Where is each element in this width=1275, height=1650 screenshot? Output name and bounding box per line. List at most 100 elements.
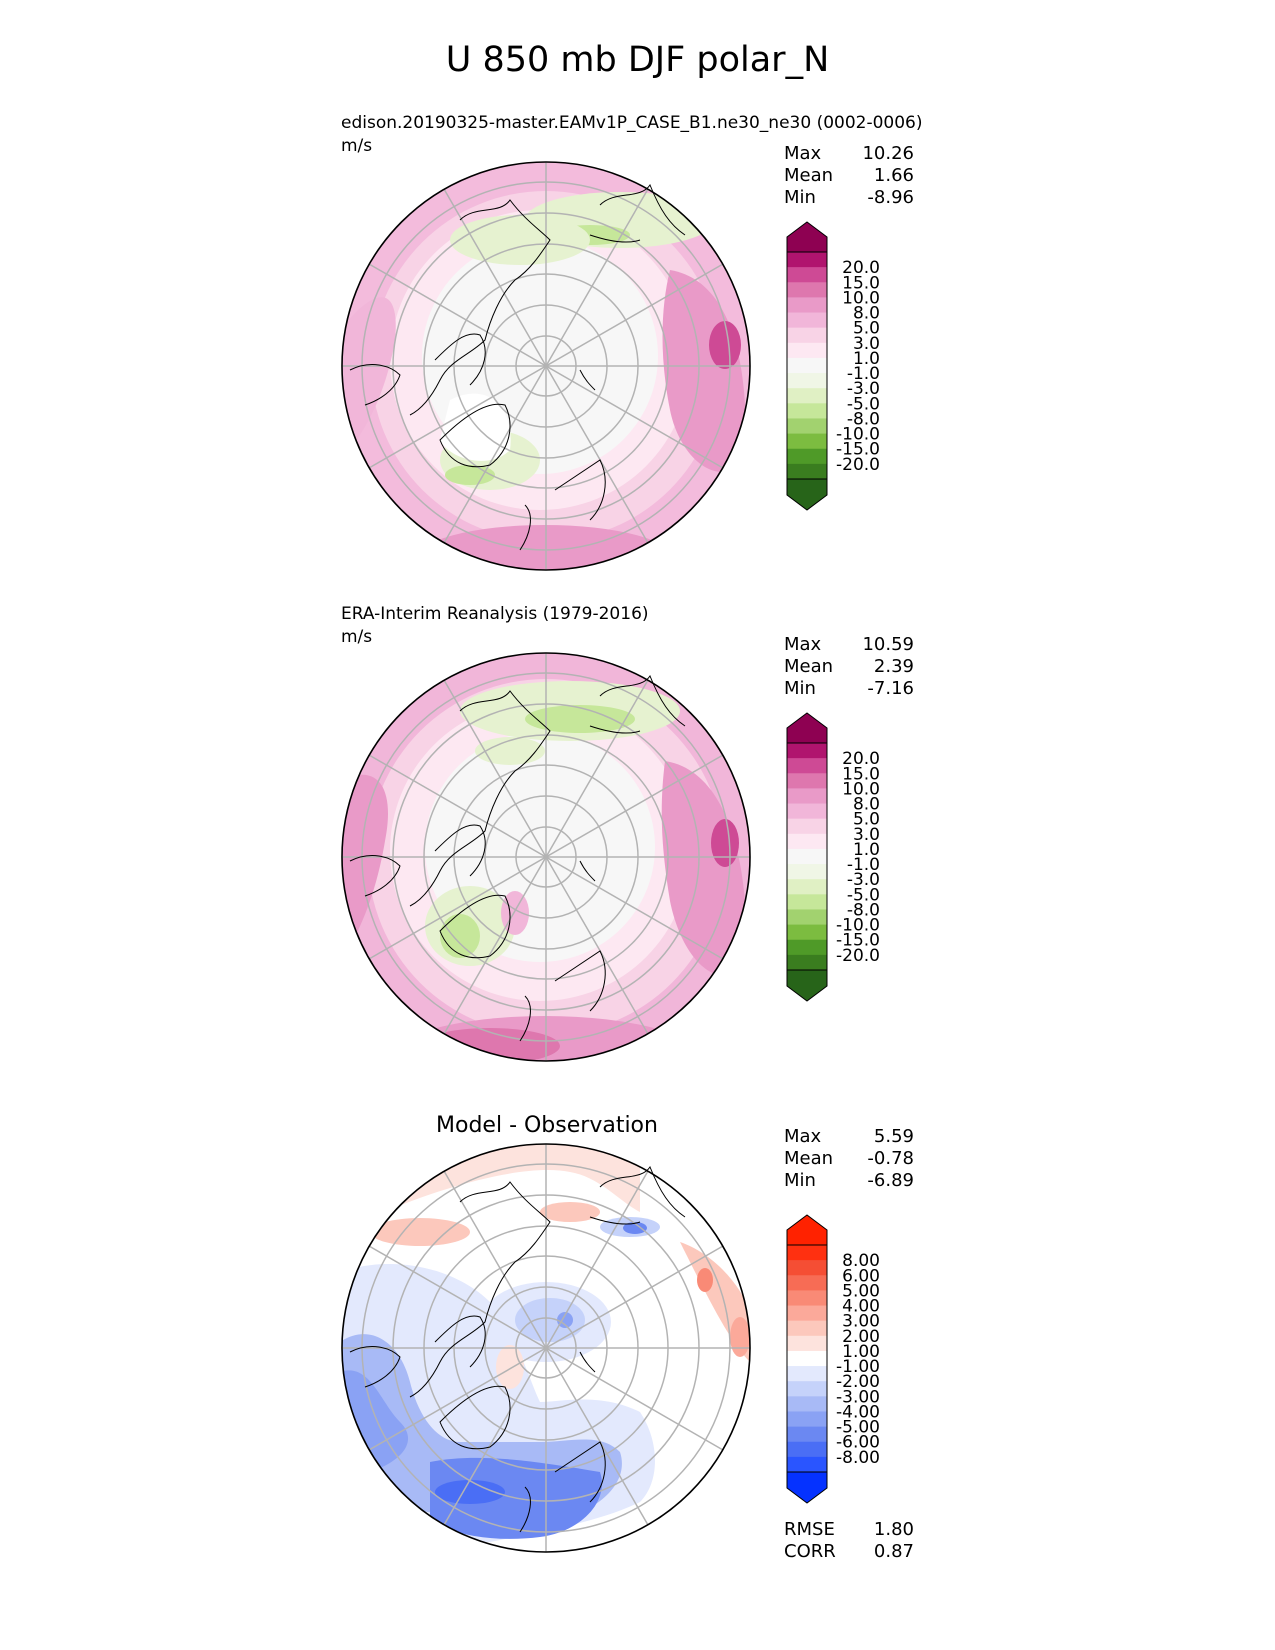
- stat-label: Max: [784, 1126, 822, 1147]
- colorbar-block: [787, 1260, 827, 1276]
- colorbar-tick-label: -3.00: [836, 1387, 880, 1407]
- colorbar-block: [787, 403, 827, 419]
- panel1-stats: Max 10.26 Mean 1.66 Min -8.96: [784, 143, 914, 209]
- colorbar-tick-label: 5.0: [853, 810, 880, 830]
- colorbar-tick-label: -4.00: [836, 1402, 880, 1422]
- corr-value: 0.87: [873, 1541, 914, 1562]
- colorbar-block: [787, 357, 827, 374]
- stat-max-value: 10.26: [862, 143, 914, 164]
- rmse-label: RMSE: [784, 1519, 835, 1540]
- colorbar-block: [787, 939, 827, 956]
- panel1-polar-map: [341, 161, 751, 571]
- colorbar-extend-min: [787, 479, 827, 510]
- colorbar-block: [787, 1411, 827, 1428]
- colorbar-tick-labels: 20.015.010.08.05.03.01.0-1.0-3.0-5.0-8.0…: [836, 258, 880, 475]
- colorbar-tick-label: 4.00: [842, 1297, 880, 1317]
- colorbar-tick-label: 5.0: [853, 319, 880, 339]
- colorbar-tick-label: -15.0: [836, 931, 880, 951]
- stat-label: Mean: [784, 656, 834, 677]
- rmse-value: 1.80: [873, 1519, 914, 1540]
- colorbar-block: [787, 758, 827, 774]
- colorbar-block: [787, 327, 827, 344]
- colorbar-block: [787, 1441, 827, 1458]
- colorbar-blocks: [787, 1215, 827, 1503]
- colorbar-block: [787, 1290, 827, 1307]
- colorbar-tick-label: 20.0: [842, 258, 880, 278]
- colorbar-tick-label: 3.0: [853, 334, 880, 354]
- colorbar-tick-label: 1.00: [842, 1342, 880, 1362]
- colorbar-tick-label: -20.0: [836, 946, 880, 966]
- colorbar-block: [787, 463, 827, 480]
- stat-label: Mean: [784, 1148, 834, 1169]
- colorbar-tick-label: 15.0: [842, 273, 880, 293]
- colorbar-tick-label: 8.00: [842, 1251, 880, 1271]
- colorbar-block: [787, 1381, 827, 1397]
- colorbar-block: [787, 954, 827, 971]
- colorbar-tick-label: 10.0: [842, 779, 880, 799]
- colorbar-tick-label: -5.0: [847, 394, 880, 414]
- colorbar-blocks: [787, 222, 827, 510]
- colorbar-tick-label: -3.0: [847, 870, 880, 890]
- colorbar-tick-label: 3.0: [853, 825, 880, 845]
- panel2-stats: Max 10.59 Mean 2.39 Min -7.16: [784, 634, 914, 700]
- colorbar-block: [787, 833, 827, 850]
- colorbar-block: [787, 433, 827, 450]
- colorbar-tick-label: -10.0: [836, 425, 880, 445]
- panel1-boundary: [341, 161, 751, 571]
- colorbar-block: [787, 924, 827, 941]
- colorbar-tick-label: 6.00: [842, 1266, 880, 1286]
- panel3-title: Model - Observation: [436, 1113, 658, 1138]
- stat-label: Mean: [784, 165, 834, 186]
- panel3-colorbar: 8.006.005.004.003.002.001.00-1.00-2.00-3…: [786, 1214, 880, 1504]
- colorbar-tick-label: 2.00: [842, 1327, 880, 1347]
- colorbar-extend-min: [787, 1472, 827, 1503]
- colorbar-extend-max: [787, 713, 827, 743]
- panel2-coastlines: [349, 674, 686, 1042]
- colorbar-tick-labels: 8.006.005.004.003.002.001.00-1.00-2.00-3…: [836, 1251, 880, 1468]
- colorbar-block: [787, 848, 827, 865]
- colorbar-tick-label: -5.00: [836, 1418, 880, 1438]
- panel1-coastlines: [349, 183, 686, 551]
- stat-label: Max: [784, 143, 822, 164]
- panel3-boundary: [341, 1143, 751, 1553]
- colorbar-tick-label: 15.0: [842, 764, 880, 784]
- panel1-colorbar: 20.015.010.08.05.03.01.0-1.0-3.0-5.0-8.0…: [786, 221, 880, 511]
- colorbar-block: [787, 342, 827, 359]
- colorbar-tick-label: -2.00: [836, 1372, 880, 1392]
- colorbar-block: [787, 1305, 827, 1322]
- corr-label: CORR: [784, 1541, 836, 1562]
- stat-max-value: 10.59: [862, 634, 914, 655]
- stat-mean-value: 2.39: [873, 656, 914, 677]
- colorbar-block: [787, 773, 827, 789]
- colorbar-tick-label: -15.0: [836, 440, 880, 460]
- panel3-graticule: [342, 1144, 750, 1552]
- colorbar-block: [787, 864, 827, 880]
- panel2-colorbar: 20.015.010.08.05.03.01.0-1.0-3.0-5.0-8.0…: [786, 712, 880, 1002]
- colorbar-block: [787, 818, 827, 835]
- stat-max-value: 5.59: [873, 1126, 914, 1147]
- colorbar-tick-labels: 20.015.010.08.05.03.01.0-1.0-3.0-5.0-8.0…: [836, 749, 880, 966]
- colorbar-block: [787, 267, 827, 283]
- colorbar-block: [787, 1456, 827, 1473]
- colorbar-tick-label: 5.00: [842, 1281, 880, 1301]
- colorbar-tick-label: -1.00: [836, 1357, 880, 1377]
- colorbar-block: [787, 1396, 827, 1412]
- panel3-polar-map: [341, 1143, 751, 1553]
- colorbar-block: [787, 1245, 827, 1261]
- stat-label: Min: [784, 1170, 816, 1191]
- colorbar-extend-max: [787, 222, 827, 252]
- colorbar-block: [787, 388, 827, 404]
- colorbar-tick-label: 3.00: [842, 1312, 880, 1332]
- stat-min-value: -7.16: [867, 678, 914, 699]
- stat-label: Min: [784, 678, 816, 699]
- colorbar-tick-label: 10.0: [842, 288, 880, 308]
- stat-mean-value: 1.66: [873, 165, 914, 186]
- colorbar-tick-label: -20.0: [836, 455, 880, 475]
- colorbar-tick-label: -5.0: [847, 885, 880, 905]
- figure-title: U 850 mb DJF polar_N: [445, 40, 830, 80]
- colorbar-block: [787, 418, 827, 435]
- colorbar-tick-label: 1.0: [853, 349, 880, 369]
- colorbar-block: [787, 894, 827, 910]
- panel1-units: m/s: [341, 136, 373, 156]
- colorbar-tick-label: -8.0: [847, 409, 880, 429]
